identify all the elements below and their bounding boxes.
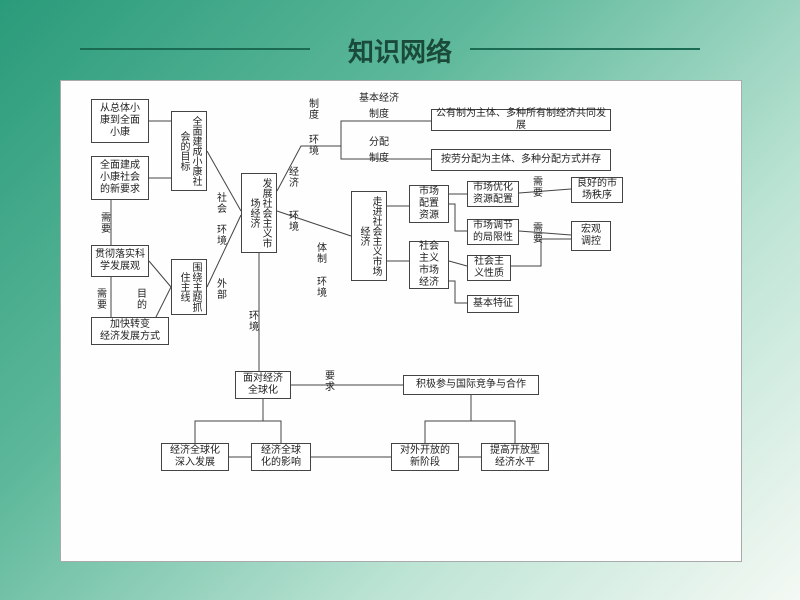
node-b6: 加快转变 经济发展方式 (91, 317, 169, 345)
label-l2: 需 要 (97, 289, 107, 311)
node-b14: 良好的市 场秩序 (571, 177, 623, 203)
label-l11: 环 境 (317, 277, 327, 299)
node-b22: 经济全球 化的影响 (251, 443, 311, 471)
label-l15: 制度 (369, 109, 389, 120)
node-b18: 基本特征 (467, 295, 519, 313)
label-l18: 需 要 (533, 177, 543, 199)
label-l12: 制 度 (309, 99, 319, 121)
edge (263, 421, 281, 443)
node-b4: 贯彻落实科 学发展观 (91, 245, 149, 277)
node-b21: 经济全球化 深入发展 (161, 443, 229, 471)
node-b2: 全面建成 小康社会 的新要求 (91, 156, 149, 200)
node-b7: 发展社会主义市场经济 (241, 173, 277, 253)
label-l8: 经 济 (289, 167, 299, 189)
edge (149, 261, 171, 287)
label-l16: 分配 (369, 137, 389, 148)
edge (449, 204, 467, 231)
node-b1: 从总体小 康到全面 小康 (91, 99, 149, 143)
slide-background: 知识网络 从总体小 康到全面 小康全面建成 小康社会 的新要求全面建成小康社会的… (0, 0, 800, 600)
edge (449, 261, 467, 266)
node-b13: 市场调节 的局限性 (467, 219, 519, 245)
diagram-panel: 从总体小 康到全面 小康全面建成 小康社会 的新要求全面建成小康社会的目标贯彻落… (60, 80, 742, 562)
label-l10: 体 制 (317, 243, 327, 265)
edge (519, 189, 571, 193)
node-b9: 公有制为主体、多种所有制经济共同发展 (431, 109, 611, 131)
node-b20: 积极参与国际竞争与合作 (403, 375, 539, 395)
label-l1: 需 要 (101, 213, 111, 235)
label-l17: 制度 (369, 153, 389, 164)
edge (471, 421, 515, 443)
node-b11: 市场 配置 资源 (409, 185, 449, 223)
label-l3: 目 的 (137, 289, 147, 311)
label-l7: 环 境 (249, 311, 259, 333)
node-b15: 宏观 调控 (571, 221, 611, 251)
label-l20: 要 求 (325, 371, 335, 393)
node-b19: 面对经济 全球化 (235, 371, 291, 399)
edge (449, 281, 467, 303)
label-l9: 环 境 (289, 211, 299, 233)
label-l4: 社 会 (217, 193, 227, 215)
edge (195, 399, 263, 443)
node-b24: 提高开放型 经济水平 (481, 443, 549, 471)
node-b23: 对外开放的 新阶段 (391, 443, 459, 471)
edge (425, 395, 471, 443)
label-l13: 环 境 (309, 135, 319, 157)
node-b16: 社会 主义 市场 经济 (409, 241, 449, 289)
node-b10: 按劳分配为主体、多种分配方式并存 (431, 149, 611, 171)
node-b8: 走进社会主义市场经济 (351, 191, 387, 281)
slide-title: 知识网络 (0, 32, 800, 69)
label-l19: 需 要 (533, 223, 543, 245)
node-b5: 围绕主题抓住主线 (171, 259, 207, 315)
node-b3: 全面建成小康社会的目标 (171, 111, 207, 191)
label-l5: 环 境 (217, 225, 227, 247)
label-l6: 外 部 (217, 279, 227, 301)
node-b12: 市场优化 资源配置 (467, 181, 519, 207)
node-b17: 社会主 义性质 (467, 255, 511, 281)
label-l14: 基本经济 (359, 93, 399, 104)
edge (519, 231, 571, 235)
